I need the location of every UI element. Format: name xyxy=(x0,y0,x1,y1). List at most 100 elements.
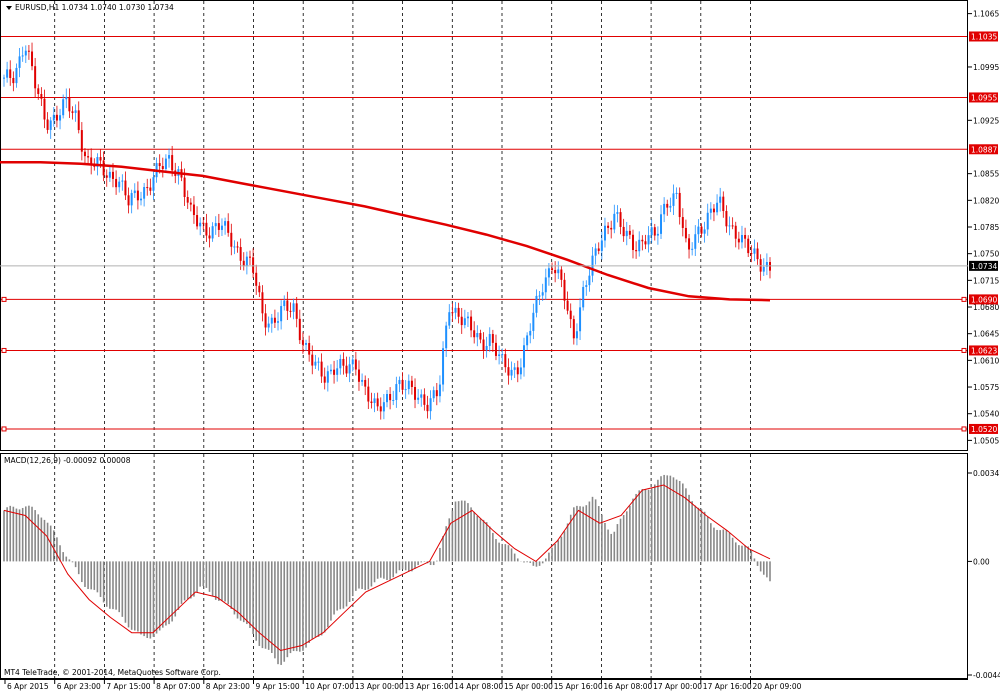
candle-body xyxy=(227,221,230,233)
candle-body xyxy=(722,196,725,212)
candle-body xyxy=(205,222,208,236)
candle-body xyxy=(653,227,656,236)
candle-body xyxy=(376,398,379,407)
candle-body xyxy=(379,406,382,412)
candle-body xyxy=(152,177,155,191)
candle-body xyxy=(585,285,588,287)
level-anchor xyxy=(961,347,967,353)
price-axis: 1.1065 1.0995 1.0925 1.0855 1.0820 1.0785 1.07… xyxy=(968,10,999,445)
watermark: MT4 TeleTrade, © 2001-2014, MetaQuotes S… xyxy=(4,668,221,677)
time-tick-label: 6 Apr 2015 xyxy=(7,682,49,691)
candle-body xyxy=(628,230,631,235)
candle-body xyxy=(438,384,441,397)
candle-body xyxy=(208,235,211,239)
candle-body xyxy=(301,340,304,345)
candle-body xyxy=(308,343,311,355)
level-tag xyxy=(969,345,998,356)
level-tag xyxy=(969,92,998,103)
candle-body xyxy=(603,225,606,241)
candle-body xyxy=(277,321,280,323)
candle-body xyxy=(146,187,149,189)
candle-body xyxy=(526,335,529,346)
candle-body xyxy=(454,307,457,313)
level-anchor xyxy=(961,296,967,302)
candle-body xyxy=(90,157,93,166)
horizontal-levels xyxy=(1,35,967,432)
dropdown-triangle-icon[interactable] xyxy=(6,6,12,10)
candle-body xyxy=(691,248,694,250)
candle-body xyxy=(52,114,55,121)
time-tick-label: 14 Apr 08:00 xyxy=(454,682,503,691)
candle-body xyxy=(239,247,242,261)
candle-body xyxy=(610,227,613,230)
candle-body xyxy=(149,187,152,191)
candle-body xyxy=(660,214,663,234)
candle-body xyxy=(392,399,395,401)
candle-body xyxy=(575,331,578,339)
candle-body xyxy=(404,389,407,391)
candle-body xyxy=(541,292,544,296)
price-tick-label: 1.0785 xyxy=(973,223,999,232)
candle-body xyxy=(753,248,756,254)
candle-body xyxy=(716,202,719,213)
candle-body xyxy=(96,157,99,167)
candle-body xyxy=(597,248,600,251)
candle-body xyxy=(479,333,482,340)
time-tick-label: 6 Apr 23:00 xyxy=(57,682,101,691)
candle-body xyxy=(3,77,5,79)
candle-body xyxy=(183,177,186,197)
candle-body xyxy=(364,379,367,387)
candle-body xyxy=(99,157,102,161)
candle-body xyxy=(731,225,734,227)
candle-body xyxy=(700,226,703,234)
macd-histogram xyxy=(3,474,771,665)
candle-body xyxy=(361,379,364,382)
candle-body xyxy=(442,348,445,385)
candle-body xyxy=(202,222,205,224)
candle-body xyxy=(37,88,40,94)
candle-body xyxy=(582,286,585,308)
candle-body xyxy=(311,354,314,366)
price-tick-label: 1.0505 xyxy=(973,436,999,445)
candle-body xyxy=(68,97,71,112)
candle-body xyxy=(566,300,569,311)
candles-group xyxy=(3,42,771,420)
candle-body xyxy=(750,253,753,255)
candle-body xyxy=(560,269,563,280)
candle-body xyxy=(305,343,308,345)
candle-body xyxy=(105,175,108,178)
candle-body xyxy=(535,295,538,313)
level-tag-label: 1.0520 xyxy=(971,425,997,434)
level-tag-label: 1.0623 xyxy=(971,346,997,355)
candle-body xyxy=(217,223,220,230)
price-tick-label: 1.0610 xyxy=(973,356,999,365)
candle-body xyxy=(18,56,21,68)
price-tick-label: 1.0540 xyxy=(973,410,999,419)
price-tick-label: 1.0995 xyxy=(973,63,999,72)
candle-body xyxy=(622,226,625,237)
candle-body xyxy=(572,319,575,339)
candle-body xyxy=(348,364,351,374)
candle-body xyxy=(77,110,80,131)
time-tick-label: 7 Apr 15:00 xyxy=(106,682,150,691)
candle-body xyxy=(529,330,532,336)
candle-body xyxy=(557,269,560,274)
candle-body xyxy=(607,225,610,228)
candle-body xyxy=(697,226,700,235)
candle-body xyxy=(168,155,171,159)
candle-body xyxy=(669,205,672,208)
candle-body xyxy=(136,190,139,201)
candle-body xyxy=(15,67,18,84)
candle-body xyxy=(756,248,759,260)
time-grid xyxy=(54,1,751,679)
candle-body xyxy=(248,256,251,258)
candle-body xyxy=(613,213,616,230)
candle-body xyxy=(43,98,46,120)
candle-body xyxy=(351,359,354,365)
candle-body xyxy=(211,226,214,239)
candle-body xyxy=(466,316,469,319)
time-tick-label: 13 Apr 00:00 xyxy=(355,682,404,691)
candle-body xyxy=(196,215,199,227)
symbol-header: EURUSD,H1 1.0734 1.0740 1.0730 1.0734 xyxy=(15,3,174,12)
